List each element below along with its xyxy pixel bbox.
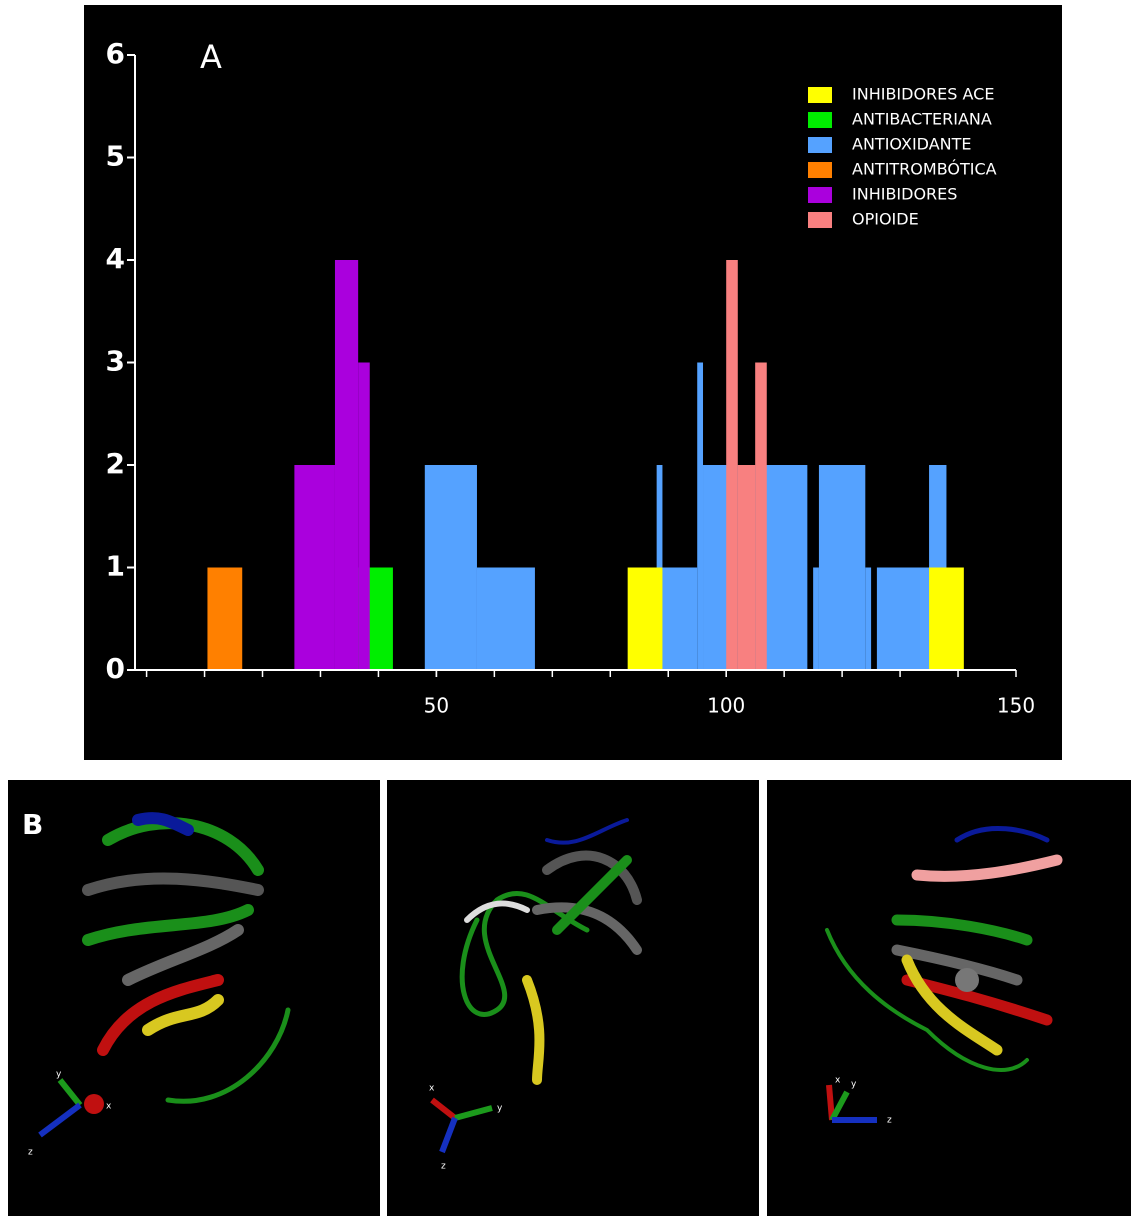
bar (335, 260, 358, 670)
sphere (955, 968, 979, 992)
y-tick-label: 6 (106, 37, 125, 70)
bar (425, 465, 477, 670)
bar (865, 568, 871, 671)
bar (477, 568, 535, 671)
legend-swatch (808, 187, 832, 203)
bar (877, 568, 929, 671)
legend-label: OPIOIDE (852, 210, 919, 229)
bar (819, 465, 865, 670)
bar (294, 465, 335, 670)
axis-label: y (56, 1070, 62, 1080)
legend-label: ANTIBACTERIANA (852, 110, 992, 129)
structure-view: x y z (387, 780, 759, 1216)
legend-swatch (808, 112, 832, 128)
axis-label: y (497, 1104, 503, 1114)
panel-label: B (22, 808, 43, 841)
bar (929, 568, 964, 671)
page: {"chart_data": {"type": "bar-ranges", "p… (0, 0, 1131, 1216)
axis-arrow (832, 1092, 847, 1120)
bar (726, 260, 738, 670)
axis-arrow (442, 1118, 455, 1152)
y-tick-label: 0 (106, 652, 125, 685)
protein-ribbon (88, 818, 288, 1101)
x-tick-label: 50 (424, 694, 449, 718)
axis-label: z (28, 1148, 33, 1158)
legend-label: ANTITROMBÓTICA (852, 160, 997, 179)
axis-arrow (84, 1094, 104, 1114)
axis-label: z (887, 1116, 892, 1126)
axis-label: x (106, 1102, 112, 1112)
bar (358, 363, 370, 671)
y-tick-label: 1 (106, 550, 125, 583)
axis-arrow (60, 1080, 80, 1105)
bar (813, 568, 819, 671)
bar (628, 568, 663, 671)
bar (755, 363, 767, 671)
structure-panel: x y z (387, 780, 759, 1216)
structure-view: B y x z (8, 780, 380, 1216)
structure-panel: x y z (767, 780, 1131, 1216)
x-tick-label: 150 (997, 694, 1035, 718)
y-tick-label: 4 (106, 242, 125, 275)
axis-label: x (835, 1076, 841, 1086)
legend-swatch (808, 137, 832, 153)
x-tick-label: 100 (707, 694, 745, 718)
legend-label: ANTIOXIDANTE (852, 135, 972, 154)
panel-label: A (200, 38, 222, 76)
axis-arrow (455, 1108, 492, 1118)
structure-panel: B y x z (8, 780, 380, 1216)
axis-arrow (432, 1100, 455, 1118)
axis-label: z (441, 1162, 446, 1172)
legend-swatch (808, 162, 832, 178)
axis-label: x (429, 1084, 435, 1094)
bar (738, 465, 755, 670)
legend-swatch (808, 212, 832, 228)
legend-swatch (808, 87, 832, 103)
y-tick-label: 2 (106, 447, 125, 480)
legend-label: INHIBIDORES (852, 185, 957, 204)
axis-arrow (40, 1105, 80, 1135)
bar (662, 568, 697, 671)
structure-view: x y z (767, 780, 1131, 1216)
y-tick-label: 3 (106, 345, 125, 378)
y-tick-label: 5 (106, 140, 125, 173)
legend-label: INHIBIDORES ACE (852, 85, 994, 104)
protein-ribbon (462, 820, 637, 1080)
bar (207, 568, 242, 671)
bar (697, 363, 703, 671)
chart: A 0 1 2 3 4 5 6 50 100 150 INHIBIDORES ACE ANTIBACT… (84, 5, 1062, 760)
axis-label: y (851, 1080, 857, 1090)
protein-ribbon (827, 828, 1057, 1070)
